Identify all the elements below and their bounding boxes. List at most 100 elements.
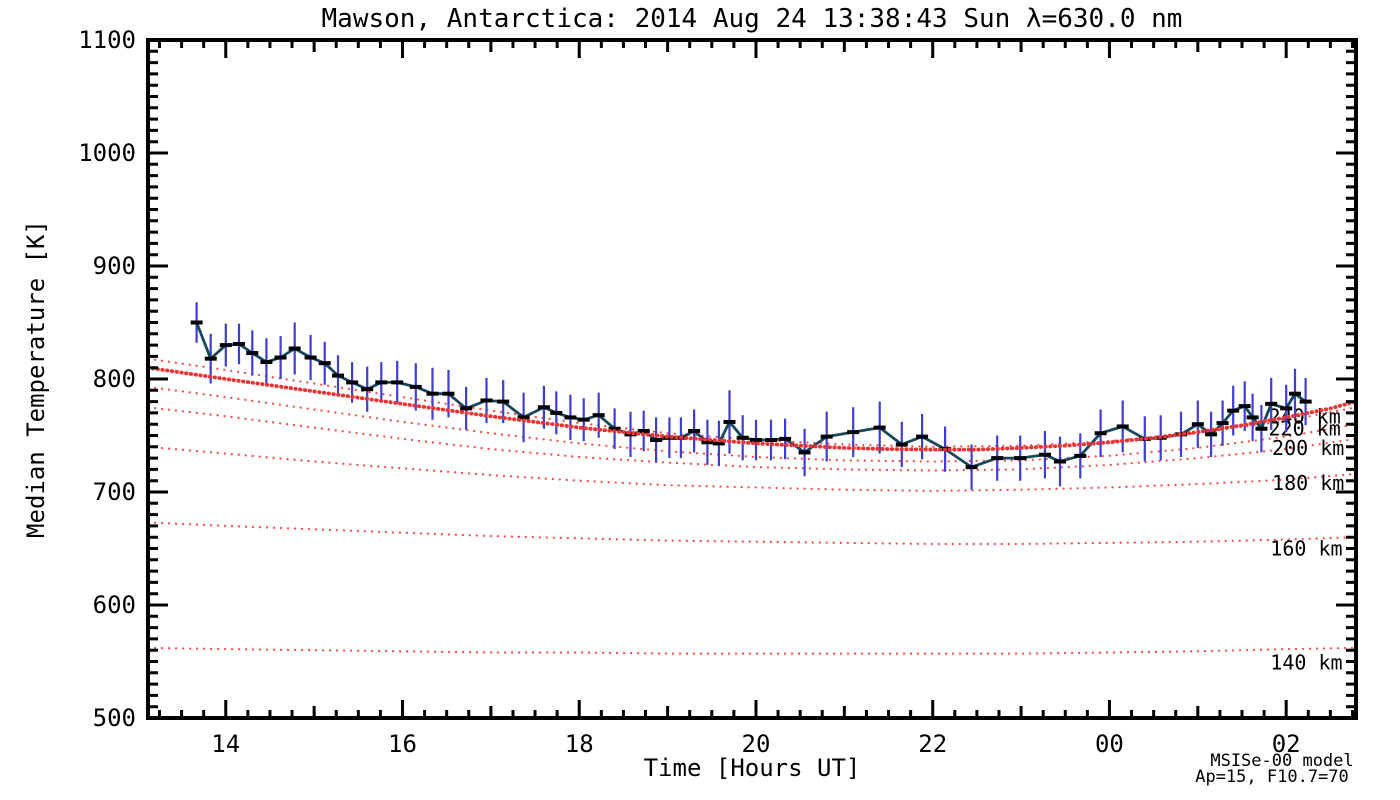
data-point-marker (1227, 408, 1240, 413)
data-point-marker (1289, 391, 1302, 396)
data-point-marker (592, 413, 605, 418)
plot-frame (146, 38, 1358, 720)
x-tick-label: 22 (918, 730, 947, 758)
y-tick-label: 1000 (78, 139, 136, 167)
data-point-marker (375, 380, 388, 385)
data-point-marker (779, 436, 792, 441)
data-point-marker (798, 450, 811, 455)
model-altitude-curves (146, 357, 1358, 655)
y-tick-labels: 500 600 700 800 900 1000 1100 (78, 26, 136, 732)
model-altitude-curve (146, 445, 1358, 493)
y-tick-label: 500 (93, 704, 136, 732)
model-altitude-curve (146, 646, 1358, 655)
data-point-marker (537, 405, 550, 410)
model-annotation-line2: Ap=15, F10.7=70 (1195, 767, 1349, 787)
data-point-marker (346, 380, 359, 385)
x-tick-label: 02 (1272, 730, 1301, 758)
data-point-marker (1255, 426, 1268, 431)
data-point-marker (965, 465, 978, 470)
data-point-marker (331, 373, 344, 378)
data-point-marker (1014, 456, 1027, 461)
data-point-marker (1246, 415, 1259, 420)
model-altitude-curve (146, 521, 1358, 546)
chart-title: Mawson, Antarctica: 2014 Aug 24 13:38:43… (322, 4, 1183, 34)
data-point-marker (1280, 406, 1293, 411)
data-point-marker (1074, 453, 1087, 458)
altitude-label: 180 km (1272, 471, 1344, 495)
data-point-marker (219, 343, 232, 348)
y-tick-label: 700 (93, 478, 136, 506)
data-point-marker (550, 410, 563, 415)
model-bold-curve (146, 365, 1358, 452)
data-point-marker (1191, 422, 1204, 427)
data-point-marker (608, 426, 621, 431)
model-altitude-curve (146, 385, 1358, 463)
data-point-marker (1094, 431, 1107, 436)
data-markers (190, 320, 1312, 470)
data-point-marker (318, 361, 331, 366)
data-point-marker (409, 384, 422, 389)
data-point-marker (442, 391, 455, 396)
altitude-label: 160 km (1270, 537, 1342, 561)
y-tick-label: 1100 (78, 26, 136, 54)
data-point-marker (260, 360, 273, 365)
data-point-marker (701, 440, 714, 445)
data-point-marker (274, 355, 287, 360)
error-bars (195, 302, 1307, 490)
x-tick-label: 18 (565, 730, 594, 758)
y-tick-label: 600 (93, 591, 136, 619)
data-point-marker (991, 456, 1004, 461)
data-point-marker (190, 320, 203, 325)
data-point-marker (577, 417, 590, 422)
data-point-marker (391, 380, 404, 385)
data-point-marker (764, 438, 777, 443)
x-tick-labels: 14 16 18 20 22 00 02 (211, 730, 1300, 758)
data-point-marker (480, 398, 493, 403)
y-tick-label: 800 (93, 365, 136, 393)
data-point-marker (916, 434, 929, 439)
data-point-marker (246, 351, 259, 356)
y-axis-title: Median Temperature [K] (22, 220, 50, 538)
data-point-marker (1238, 404, 1251, 409)
data-point-marker (873, 425, 886, 430)
data-point-marker (820, 434, 833, 439)
data-point-marker (497, 399, 510, 404)
data-point-marker (1053, 459, 1066, 464)
data-line (195, 321, 1307, 469)
x-tick-label: 14 (211, 730, 240, 758)
data-point-marker (1299, 399, 1312, 404)
x-tick-label: 00 (1095, 730, 1124, 758)
data-point-marker (1265, 401, 1278, 406)
data-point-marker (847, 430, 860, 435)
data-point-marker (361, 387, 374, 392)
data-point-marker (204, 356, 217, 361)
data-point-marker (723, 419, 736, 424)
data-point-marker (736, 435, 749, 440)
altitude-label: 140 km (1270, 651, 1342, 675)
data-point-marker (233, 341, 246, 346)
data-point-marker (1038, 452, 1051, 457)
data-point-marker (517, 415, 530, 420)
data-point-marker (688, 428, 701, 433)
x-tick-label: 20 (742, 730, 771, 758)
model-altitude-curve (146, 406, 1358, 472)
x-tick-label: 16 (388, 730, 417, 758)
data-point-marker (749, 438, 762, 443)
data-point-marker (624, 432, 637, 437)
data-point-marker (426, 391, 439, 396)
data-point-marker (460, 406, 473, 411)
data-point-marker (650, 438, 663, 443)
y-tick-label: 900 (93, 252, 136, 280)
model-annotation-line1: MSISe-00 model (1210, 751, 1353, 771)
x-axis-title: Time [Hours UT] (644, 754, 861, 782)
data-point-marker (288, 346, 301, 351)
data-point-marker (663, 435, 676, 440)
data-point-marker (564, 415, 577, 420)
data-point-marker (895, 442, 908, 447)
data-point-marker (712, 441, 725, 446)
data-point-marker (304, 355, 317, 360)
data-point-marker (637, 428, 650, 433)
